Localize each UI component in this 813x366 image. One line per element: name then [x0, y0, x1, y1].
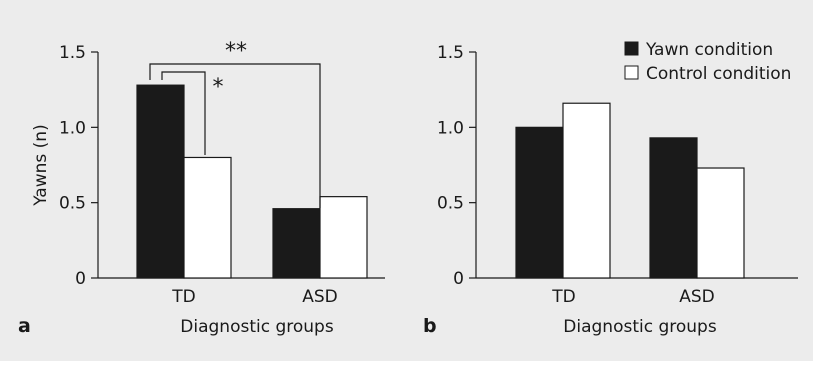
significance-label-double: ** — [225, 39, 247, 64]
legend: Yawn condition Control condition — [624, 40, 791, 84]
panel-a-x-axis-title: Diagnostic groups — [180, 317, 334, 337]
panel-a-bars — [136, 84, 368, 279]
panel-a-y-tick-label: 1.0 — [59, 118, 86, 138]
panel-b-x-tick-asd: ASD — [679, 287, 715, 307]
panel-a-bar-asd-yawn — [272, 208, 321, 279]
panel-a-x-tick-asd: ASD — [302, 287, 338, 307]
significance-bracket-single — [161, 71, 206, 155]
panel-a: 0 0.5 1.0 1.5 ** * TD ASD Diagnostic groups… — [18, 39, 385, 337]
panel-a-bar-asd-control — [319, 196, 368, 279]
significance-label-single: * — [213, 75, 224, 100]
panel-b-y-tick-label: 1.5 — [437, 43, 464, 63]
panel-a-y-tick-label: 1.5 — [59, 43, 86, 63]
panel-b-bars — [515, 102, 745, 279]
panel-b-bar-td-control — [562, 102, 611, 279]
panel-a-bar-td-control — [183, 156, 232, 279]
panel-a-letter: a — [18, 315, 31, 337]
legend-label-control: Control condition — [646, 64, 791, 84]
panel-a-y-axis-title: Yawns (n) — [31, 124, 51, 206]
legend-label-yawn: Yawn condition — [645, 40, 773, 60]
panel-a-y-tick-label: 0.5 — [59, 194, 86, 214]
panel-b-x-axis-title: Diagnostic groups — [563, 317, 717, 337]
legend-swatch-control — [624, 65, 639, 80]
legend-swatch-yawn — [624, 41, 639, 56]
panel-b-bar-asd-control — [696, 167, 745, 279]
panel-b-bar-asd-yawn — [649, 137, 698, 279]
panel-b-x-tick-td: TD — [551, 287, 575, 307]
panel-a-bar-td-yawn — [136, 84, 185, 279]
panel-b-letter: b — [423, 315, 437, 337]
panel-a-y-tick-label: 0 — [75, 269, 86, 289]
panel-a-x-tick-td: TD — [171, 287, 195, 307]
panel-b-y-tick-label: 0 — [453, 269, 464, 289]
panel-b-bar-td-yawn — [515, 126, 564, 279]
panel-b-y-ticks: 0 0.5 1.0 1.5 — [437, 43, 476, 289]
panel-b-y-tick-label: 1.0 — [437, 118, 464, 138]
panel-a-y-ticks: 0 0.5 1.0 1.5 — [59, 43, 98, 289]
significance-bracket-double — [149, 63, 321, 208]
panel-b: 0 0.5 1.0 1.5 TD ASD Diagnostic groups b Ya… — [423, 40, 798, 337]
panel-b-y-tick-label: 0.5 — [437, 194, 464, 214]
